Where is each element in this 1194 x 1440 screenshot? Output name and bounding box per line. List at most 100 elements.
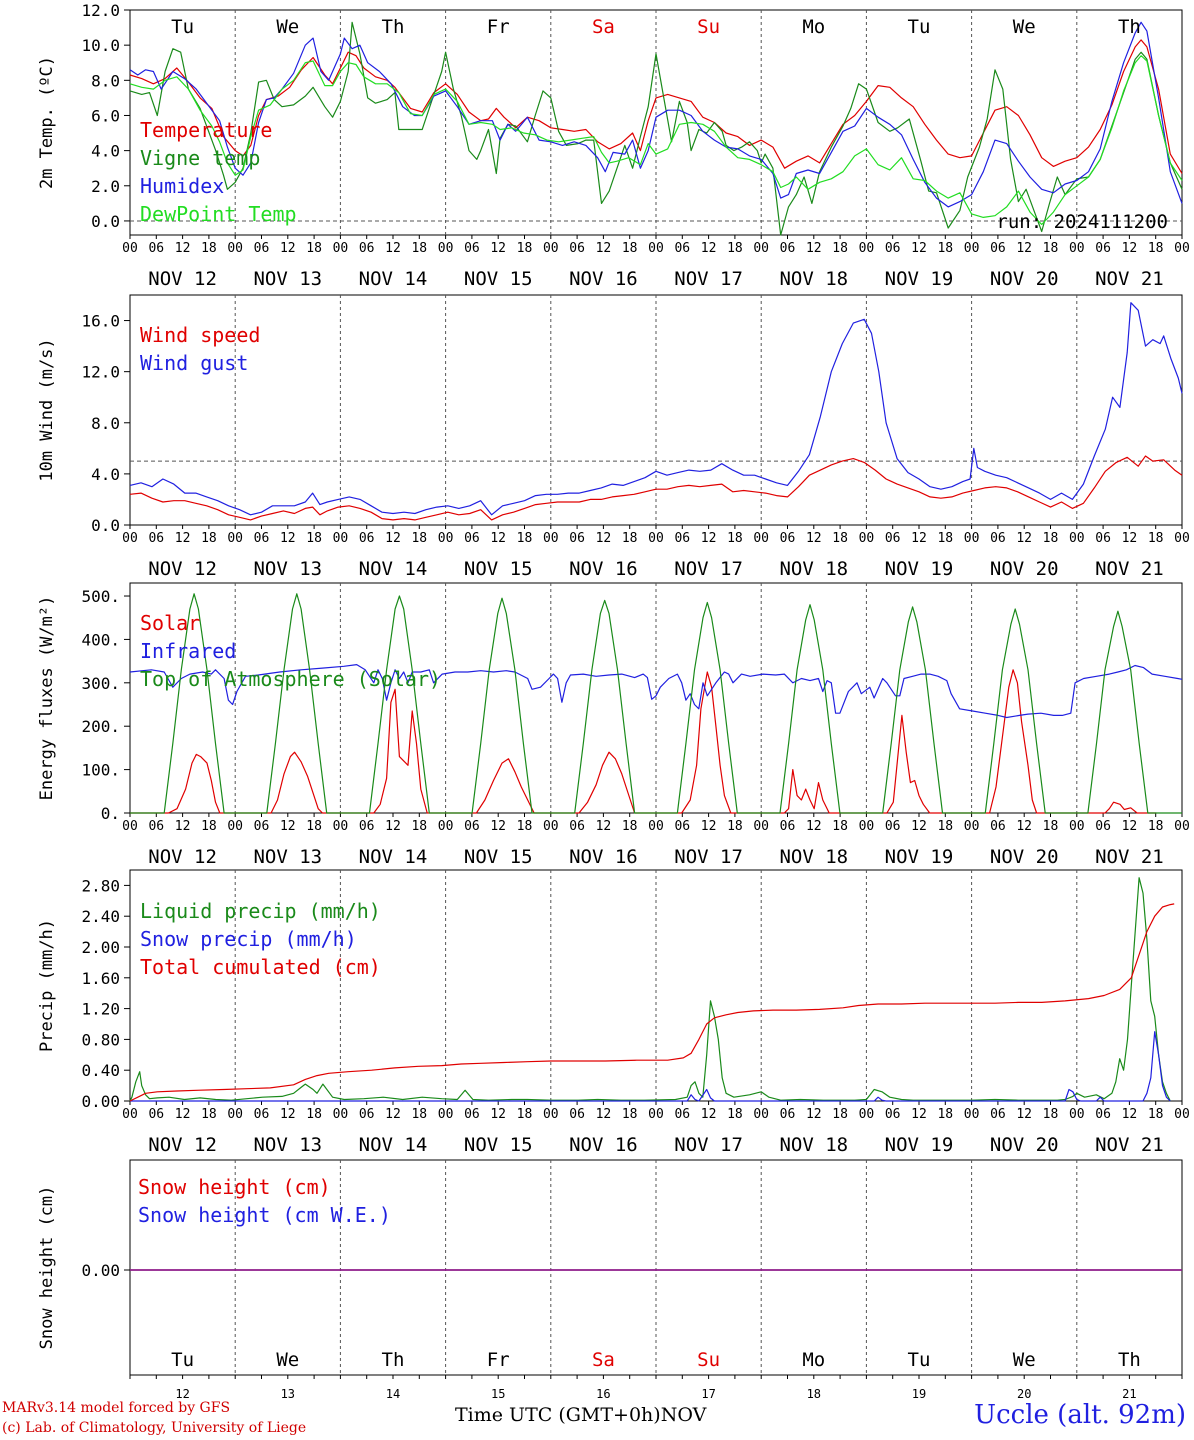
date-label: NOV 16 — [569, 1134, 638, 1156]
day-abbr-bottom: We — [1013, 1349, 1036, 1371]
hour-tick-label: 12 — [911, 531, 927, 546]
date-label: NOV 13 — [253, 558, 322, 580]
hour-tick-label: 00 — [227, 819, 243, 834]
hour-tick-label: 12 — [280, 1107, 296, 1122]
hour-tick-label: 18 — [201, 819, 217, 834]
hour-tick-label: 18 — [832, 819, 848, 834]
y-axis-label: Snow height (cm) — [37, 1186, 57, 1350]
date-label: NOV 12 — [148, 268, 217, 290]
y-axis-label: Precip (mm/h) — [37, 919, 57, 1052]
hour-tick-label: 00 — [122, 241, 138, 256]
date-label: NOV 15 — [464, 846, 533, 868]
y-tick-label: 8.0 — [91, 71, 120, 90]
panel-flux — [124, 582, 1183, 817]
day-abbr-bottom: Sa — [592, 1349, 615, 1371]
series-snow-precip-mm-h- — [130, 1031, 1171, 1102]
model-credit: MARv3.14 model forced by GFS — [2, 1400, 231, 1416]
y-tick-label: 1.20 — [81, 1000, 120, 1019]
hour-tick-label: 00 — [859, 241, 875, 256]
hour-tick-label: 18 — [727, 241, 743, 256]
hour-tick-label: 12 — [175, 1107, 191, 1122]
hour-tick-label: 18 — [411, 819, 427, 834]
day-number: 21 — [1122, 1387, 1136, 1401]
hour-tick-label: 00 — [1174, 531, 1190, 546]
series-wind-gust — [129, 302, 1183, 516]
y-tick-label: 2.0 — [91, 177, 120, 196]
hour-tick-label: 06 — [990, 531, 1006, 546]
series-wind-speed — [129, 455, 1183, 521]
hour-tick-label: 00 — [859, 531, 875, 546]
hour-tick-label: 18 — [306, 531, 322, 546]
hour-tick-label: 00 — [964, 531, 980, 546]
day-abbr-bottom: Su — [697, 1349, 720, 1371]
hour-tick-label: 12 — [490, 241, 506, 256]
hour-tick-label: 18 — [1148, 241, 1164, 256]
day-abbr-top: We — [1013, 16, 1036, 38]
date-label: NOV 14 — [359, 1134, 428, 1156]
hour-tick-label: 00 — [964, 1107, 980, 1122]
y-tick-label: 300. — [81, 674, 120, 693]
y-tick-label: 500. — [81, 587, 120, 606]
hour-tick-label: 00 — [1069, 819, 1085, 834]
day-number: 20 — [1017, 1387, 1031, 1401]
hour-tick-label: 06 — [885, 531, 901, 546]
hour-tick-label: 06 — [885, 819, 901, 834]
hour-tick-label: 12 — [490, 1107, 506, 1122]
lab-credit: (c) Lab. of Climatology, University of L… — [2, 1420, 307, 1436]
hour-tick-label: 06 — [674, 531, 690, 546]
legend-snow-precip-mm-h-: Snow precip (mm/h) — [140, 927, 357, 951]
hour-tick-label: 06 — [780, 1107, 796, 1122]
y-tick-label: 400. — [81, 630, 120, 649]
y-tick-label: 6.0 — [91, 106, 120, 125]
hour-tick-label: 06 — [254, 531, 270, 546]
y-tick-label: 100. — [81, 761, 120, 780]
date-label: NOV 17 — [674, 268, 743, 290]
day-abbr-top: Th — [382, 16, 405, 38]
hour-tick-label: 00 — [543, 819, 559, 834]
hour-tick-label: 18 — [832, 241, 848, 256]
hour-tick-label: 12 — [596, 819, 612, 834]
hour-tick-label: 06 — [990, 1107, 1006, 1122]
hour-tick-label: 12 — [490, 531, 506, 546]
date-label: NOV 21 — [1095, 268, 1164, 290]
day-abbr-bottom: Th — [382, 1349, 405, 1371]
hour-tick-label: 00 — [227, 241, 243, 256]
hour-tick-label: 00 — [964, 819, 980, 834]
hour-tick-label: 18 — [517, 1107, 533, 1122]
y-tick-label: 200. — [81, 717, 120, 736]
hour-tick-label: 12 — [1016, 531, 1032, 546]
hour-tick-label: 06 — [254, 241, 270, 256]
hour-tick-label: 12 — [175, 531, 191, 546]
day-abbr-bottom: We — [276, 1349, 299, 1371]
hour-tick-label: 00 — [859, 1107, 875, 1122]
y-tick-label: 1.60 — [81, 969, 120, 988]
hour-tick-label: 00 — [859, 819, 875, 834]
day-abbr-top: We — [276, 16, 299, 38]
date-label: NOV 18 — [779, 1134, 848, 1156]
series-dewpoint-temp — [129, 55, 1183, 226]
hour-tick-label: 00 — [1069, 1107, 1085, 1122]
hour-tick-label: 06 — [464, 531, 480, 546]
hour-tick-label: 12 — [280, 819, 296, 834]
hour-tick-label: 12 — [280, 241, 296, 256]
hour-tick-label: 00 — [543, 241, 559, 256]
hour-tick-label: 00 — [122, 531, 138, 546]
hour-tick-label: 06 — [148, 531, 164, 546]
day-abbr-top: Tu — [908, 16, 931, 38]
day-number: 12 — [175, 1387, 189, 1401]
y-tick-label: 0.00 — [81, 1261, 120, 1280]
hour-tick-label: 18 — [622, 819, 638, 834]
hour-tick-label: 18 — [1043, 1107, 1059, 1122]
date-label: NOV 21 — [1095, 1134, 1164, 1156]
hour-tick-label: 18 — [201, 241, 217, 256]
date-label: NOV 13 — [253, 846, 322, 868]
hour-tick-label: 12 — [596, 531, 612, 546]
hour-tick-label: 00 — [964, 241, 980, 256]
y-tick-label: 0.0 — [91, 212, 120, 231]
hour-tick-label: 00 — [227, 531, 243, 546]
hour-tick-label: 06 — [780, 819, 796, 834]
hour-tick-label: 18 — [937, 1107, 953, 1122]
hour-tick-label: 18 — [1148, 819, 1164, 834]
panel-wind — [124, 294, 1183, 529]
y-tick-label: 4.0 — [91, 142, 120, 161]
